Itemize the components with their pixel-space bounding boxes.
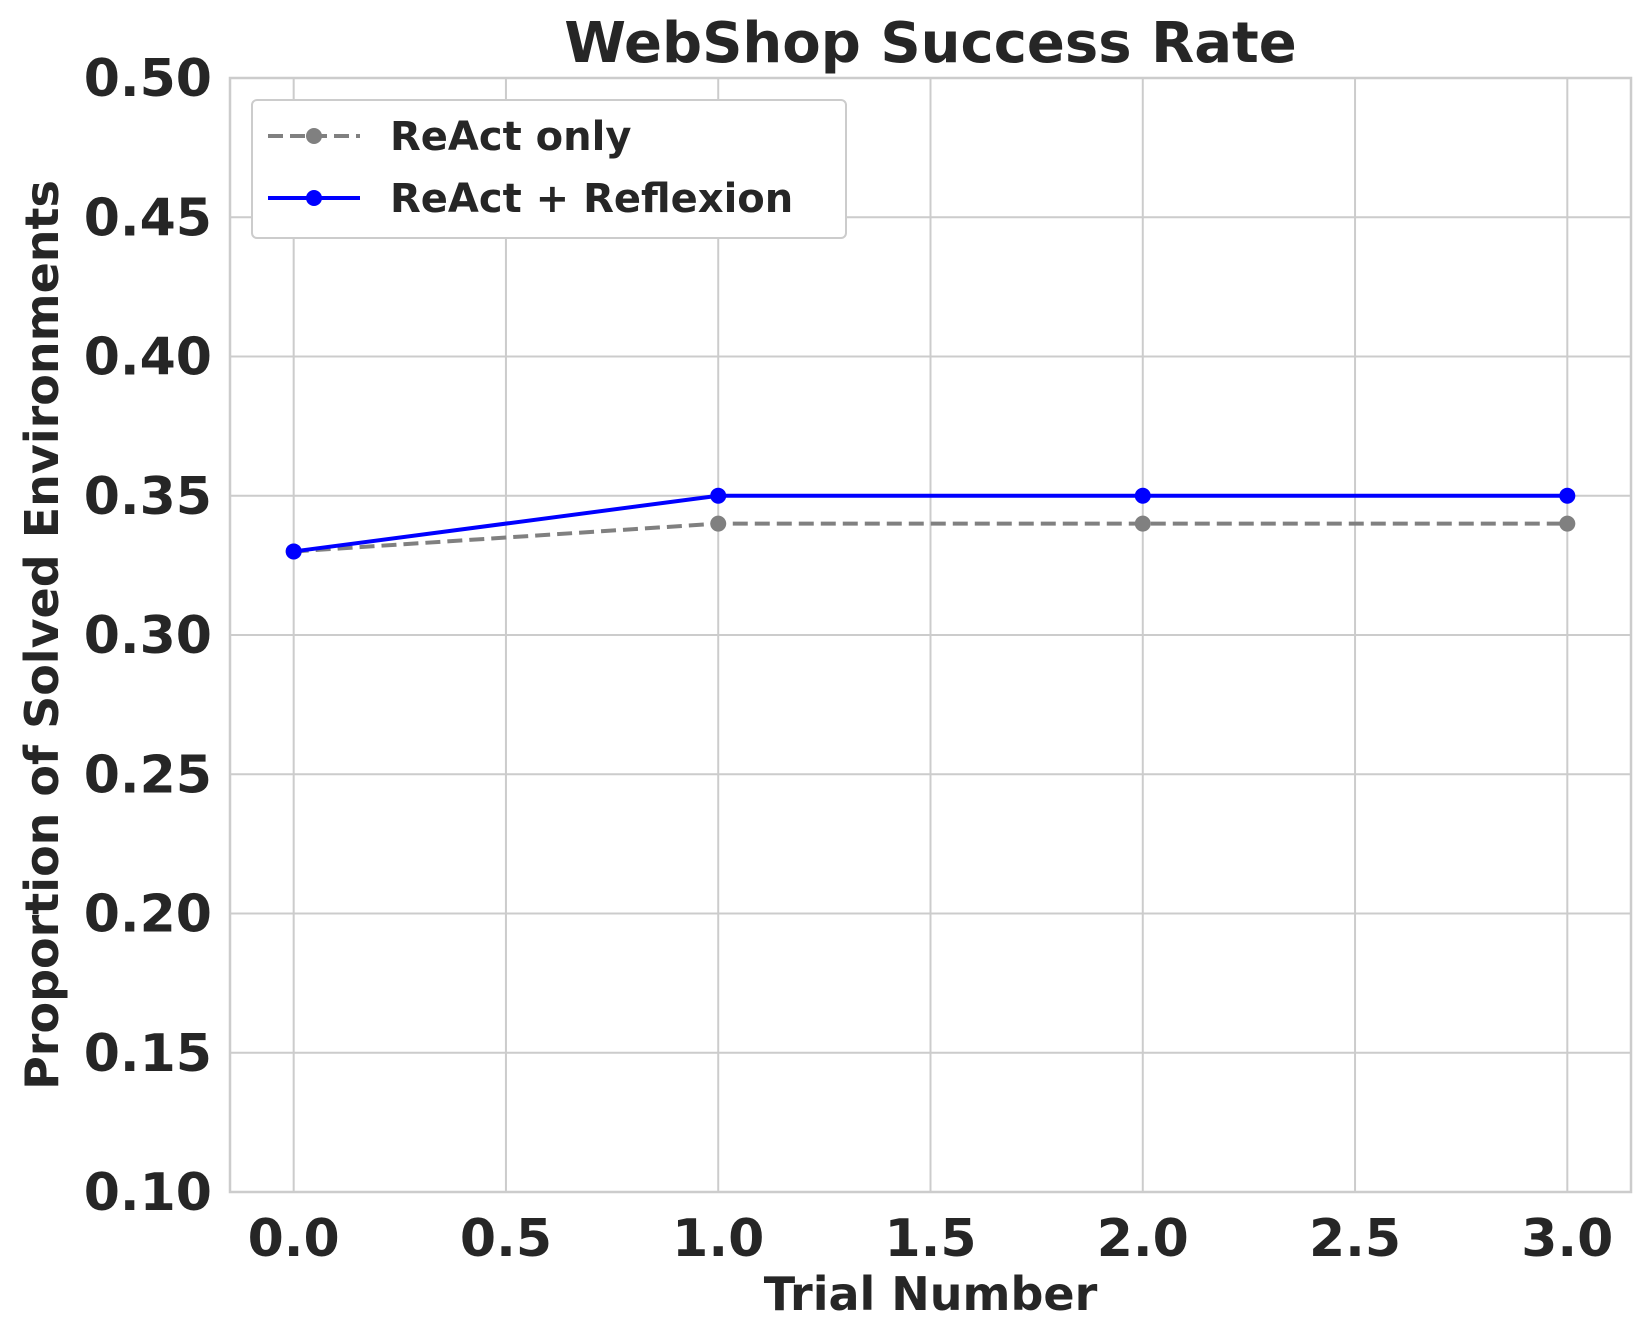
y-tick-labels: 0.10 0.15 0.20 0.25 0.30 0.35 0.40 0.45 0.50 [84,49,212,1223]
legend-label: ReAct only [390,114,631,160]
x-tick-label: 3.0 [1521,1209,1613,1269]
data-point [710,515,727,532]
y-tick-label: 0.30 [84,606,212,666]
series-line [293,521,1568,554]
data-point [1134,515,1151,532]
legend: ReAct only ReAct + Reflexion [251,99,847,239]
data-point [1559,487,1576,504]
y-tick-label: 0.15 [84,1024,212,1084]
legend-items: ReAct only ReAct + Reflexion [268,114,793,222]
data-point [1134,487,1151,504]
chart-title: WebShop Success Rate [564,11,1296,76]
legend-box [251,99,847,239]
legend-marker [306,190,322,206]
data-point [1559,515,1576,532]
x-tick-label: 1.0 [672,1209,764,1269]
legend-item: ReAct + Reflexion [268,176,793,222]
y-axis-label: Proportion of Solved Environments [15,180,69,1090]
data-point [710,487,727,504]
x-tick-labels: 0.0 0.5 1.0 1.5 2.0 2.5 3.0 [248,1209,1614,1269]
legend-marker [306,128,322,144]
grid [230,77,1631,1193]
series-line [293,493,1568,554]
y-tick-label: 0.20 [84,885,212,945]
x-tick-label: 0.5 [460,1209,552,1269]
series-2 [285,487,1576,560]
y-tick-label: 0.50 [84,49,212,109]
x-tick-label: 2.5 [1309,1209,1401,1269]
legend-item: ReAct only [268,114,631,160]
x-axis-label: Trial Number [764,1267,1098,1321]
y-tick-label: 0.35 [84,467,212,527]
x-tick-label: 1.5 [884,1209,976,1269]
y-tick-label: 0.10 [84,1163,212,1223]
y-tick-label: 0.45 [84,188,212,248]
y-tick-label: 0.25 [84,745,212,805]
series-layer [285,487,1576,560]
data-point [285,543,302,560]
plot-frame [228,76,1633,1194]
x-tick-label: 2.0 [1097,1209,1189,1269]
legend-label: ReAct + Reflexion [390,176,793,222]
y-tick-label: 0.40 [84,328,212,388]
x-tick-label: 0.0 [248,1209,340,1269]
